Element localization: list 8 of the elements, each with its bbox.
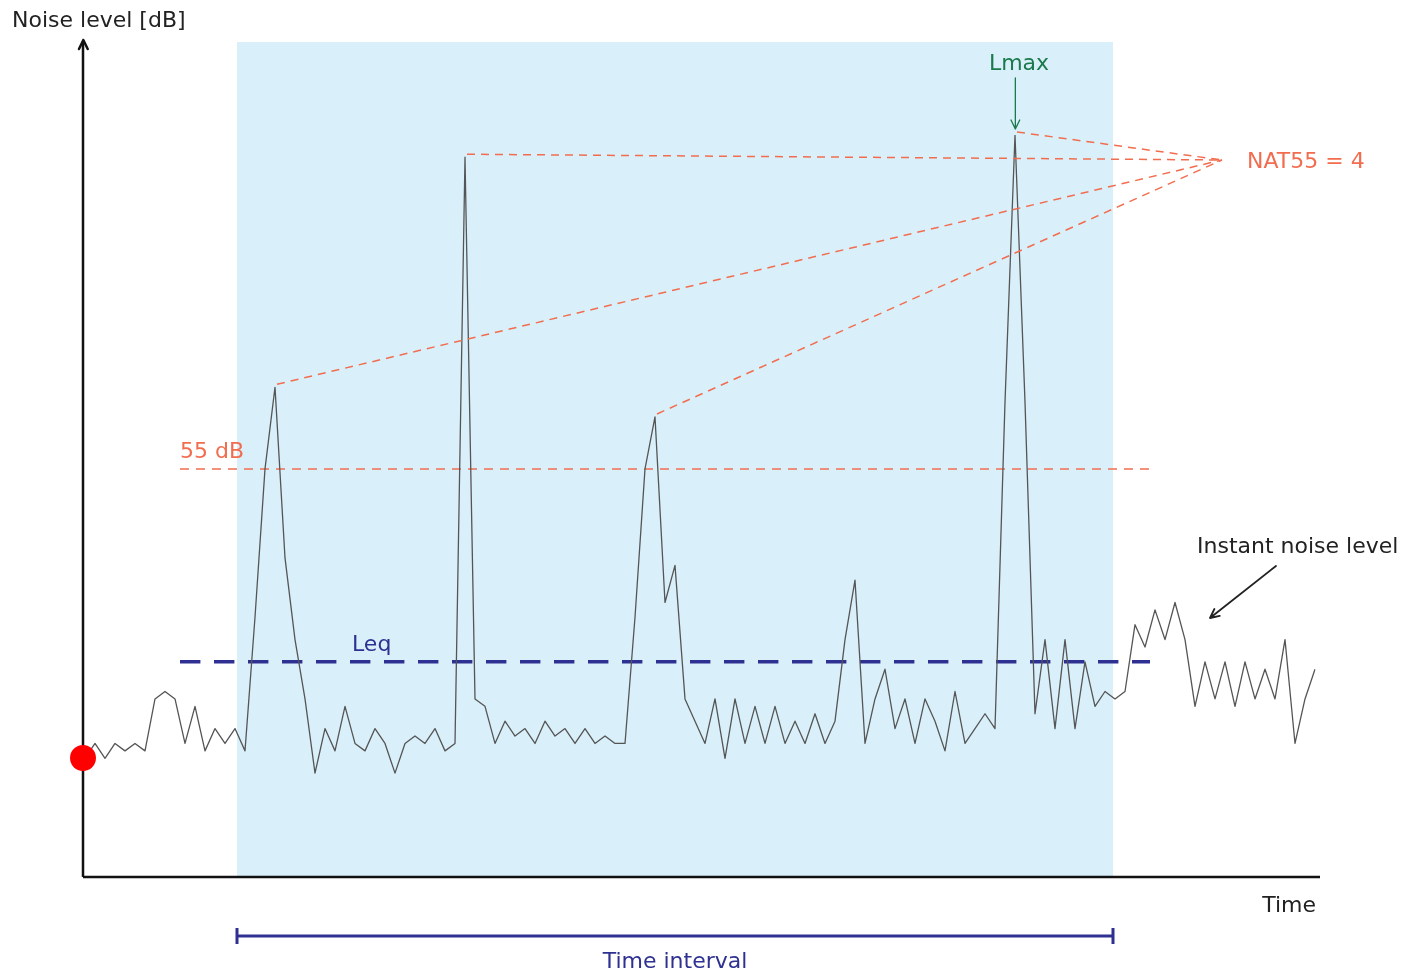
text: Lmax [988,50,1050,75]
annotation: NAT55 = 4 [1247,148,1365,173]
text: Time interval [601,948,748,971]
annotation: Instant noise level [1197,533,1399,558]
x-axis-title: Time [1261,892,1316,917]
ref-line-label: Leq [352,630,392,656]
y-axis-title: Noise level [dB] [12,7,186,32]
ref-line-label: 55 dB [180,437,245,463]
